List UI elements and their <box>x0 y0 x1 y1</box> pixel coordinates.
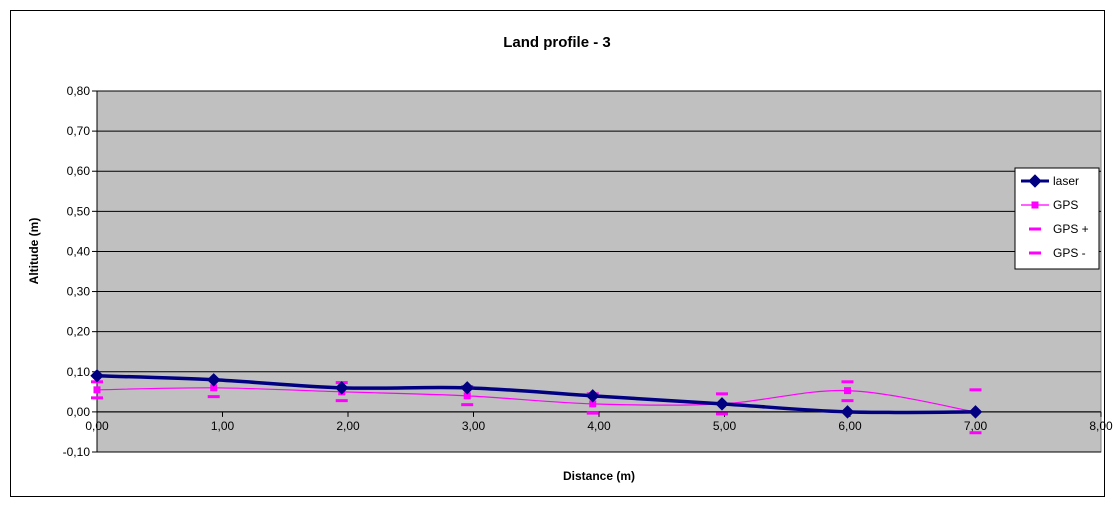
gps-bound-point <box>586 411 599 415</box>
gps-bound-point <box>841 399 854 403</box>
legend-label: GPS - <box>1053 246 1086 260</box>
legend: laser GPS GPS + GPS - <box>1014 167 1100 270</box>
x-tick-label: 3,00 <box>462 419 486 433</box>
laser-point <box>840 405 855 419</box>
series-line-laser <box>96 374 976 415</box>
legend-box <box>1014 167 1100 270</box>
y-tick-label: -0,10 <box>63 445 91 459</box>
gps-point <box>589 400 597 408</box>
x-axis-label: Distance (m) <box>563 469 635 483</box>
y-tick-label: 0,80 <box>67 84 91 98</box>
gps-point <box>210 384 218 392</box>
y-tick-label: 0,70 <box>67 124 91 138</box>
gps-point <box>843 387 851 395</box>
legend-marker <box>1028 174 1042 188</box>
laser-point <box>460 381 474 395</box>
gps-bound-point <box>841 380 854 384</box>
gps-bound-point <box>91 396 103 400</box>
x-tick-label: 4,00 <box>587 419 611 433</box>
legend-marker <box>1029 251 1041 255</box>
laser-point <box>207 373 221 387</box>
gps-point <box>93 386 101 394</box>
x-tick-label: 5,00 <box>713 419 737 433</box>
laser-point <box>968 405 983 419</box>
gps-bound-point <box>715 412 728 416</box>
legend-marker <box>1031 201 1039 209</box>
plot-background <box>96 90 1102 453</box>
y-tick-label: 0,40 <box>67 244 91 258</box>
laser-point <box>715 397 729 411</box>
laser-point <box>586 389 600 403</box>
gps-bound-point <box>461 403 474 407</box>
x-tick-label: 6,00 <box>838 419 862 433</box>
chart-title: Land profile - 3 <box>503 34 611 51</box>
y-tick-label: 0,00 <box>67 405 91 419</box>
series-line-GPS <box>96 387 976 413</box>
gps-bound-point <box>969 431 982 435</box>
gps-bound-point <box>335 399 348 403</box>
y-tick-label: 0,10 <box>67 365 91 379</box>
gps-bound-point <box>969 388 982 392</box>
gps-bound-point <box>207 395 220 399</box>
x-tick-label: 2,00 <box>336 419 360 433</box>
x-tick-label: 0,00 <box>85 419 109 433</box>
legend-label: GPS <box>1053 198 1078 212</box>
laser-point <box>335 381 349 395</box>
plot-area: -0,10 0,00 0,10 0,20 0,30 0,40 0,50 0,60 0,70 0,8… <box>63 84 1113 459</box>
legend-label: laser <box>1053 174 1079 188</box>
laser-point <box>90 369 104 383</box>
y-tick-label: 0,20 <box>67 325 91 339</box>
x-tick-label: 1,00 <box>211 419 235 433</box>
x-tick-label: 8,00 <box>1089 419 1113 433</box>
y-tick-label: 0,60 <box>67 164 91 178</box>
y-tick-label: 0,30 <box>67 285 91 299</box>
y-tick-label: 0,50 <box>67 204 91 218</box>
y-axis-label: Altitude (m) <box>27 218 41 285</box>
legend-label: GPS + <box>1053 222 1089 236</box>
gps-point <box>463 392 471 400</box>
legend-marker <box>1029 227 1041 231</box>
x-tick-label: 7,00 <box>964 419 988 433</box>
gps-bound-point <box>715 392 728 396</box>
